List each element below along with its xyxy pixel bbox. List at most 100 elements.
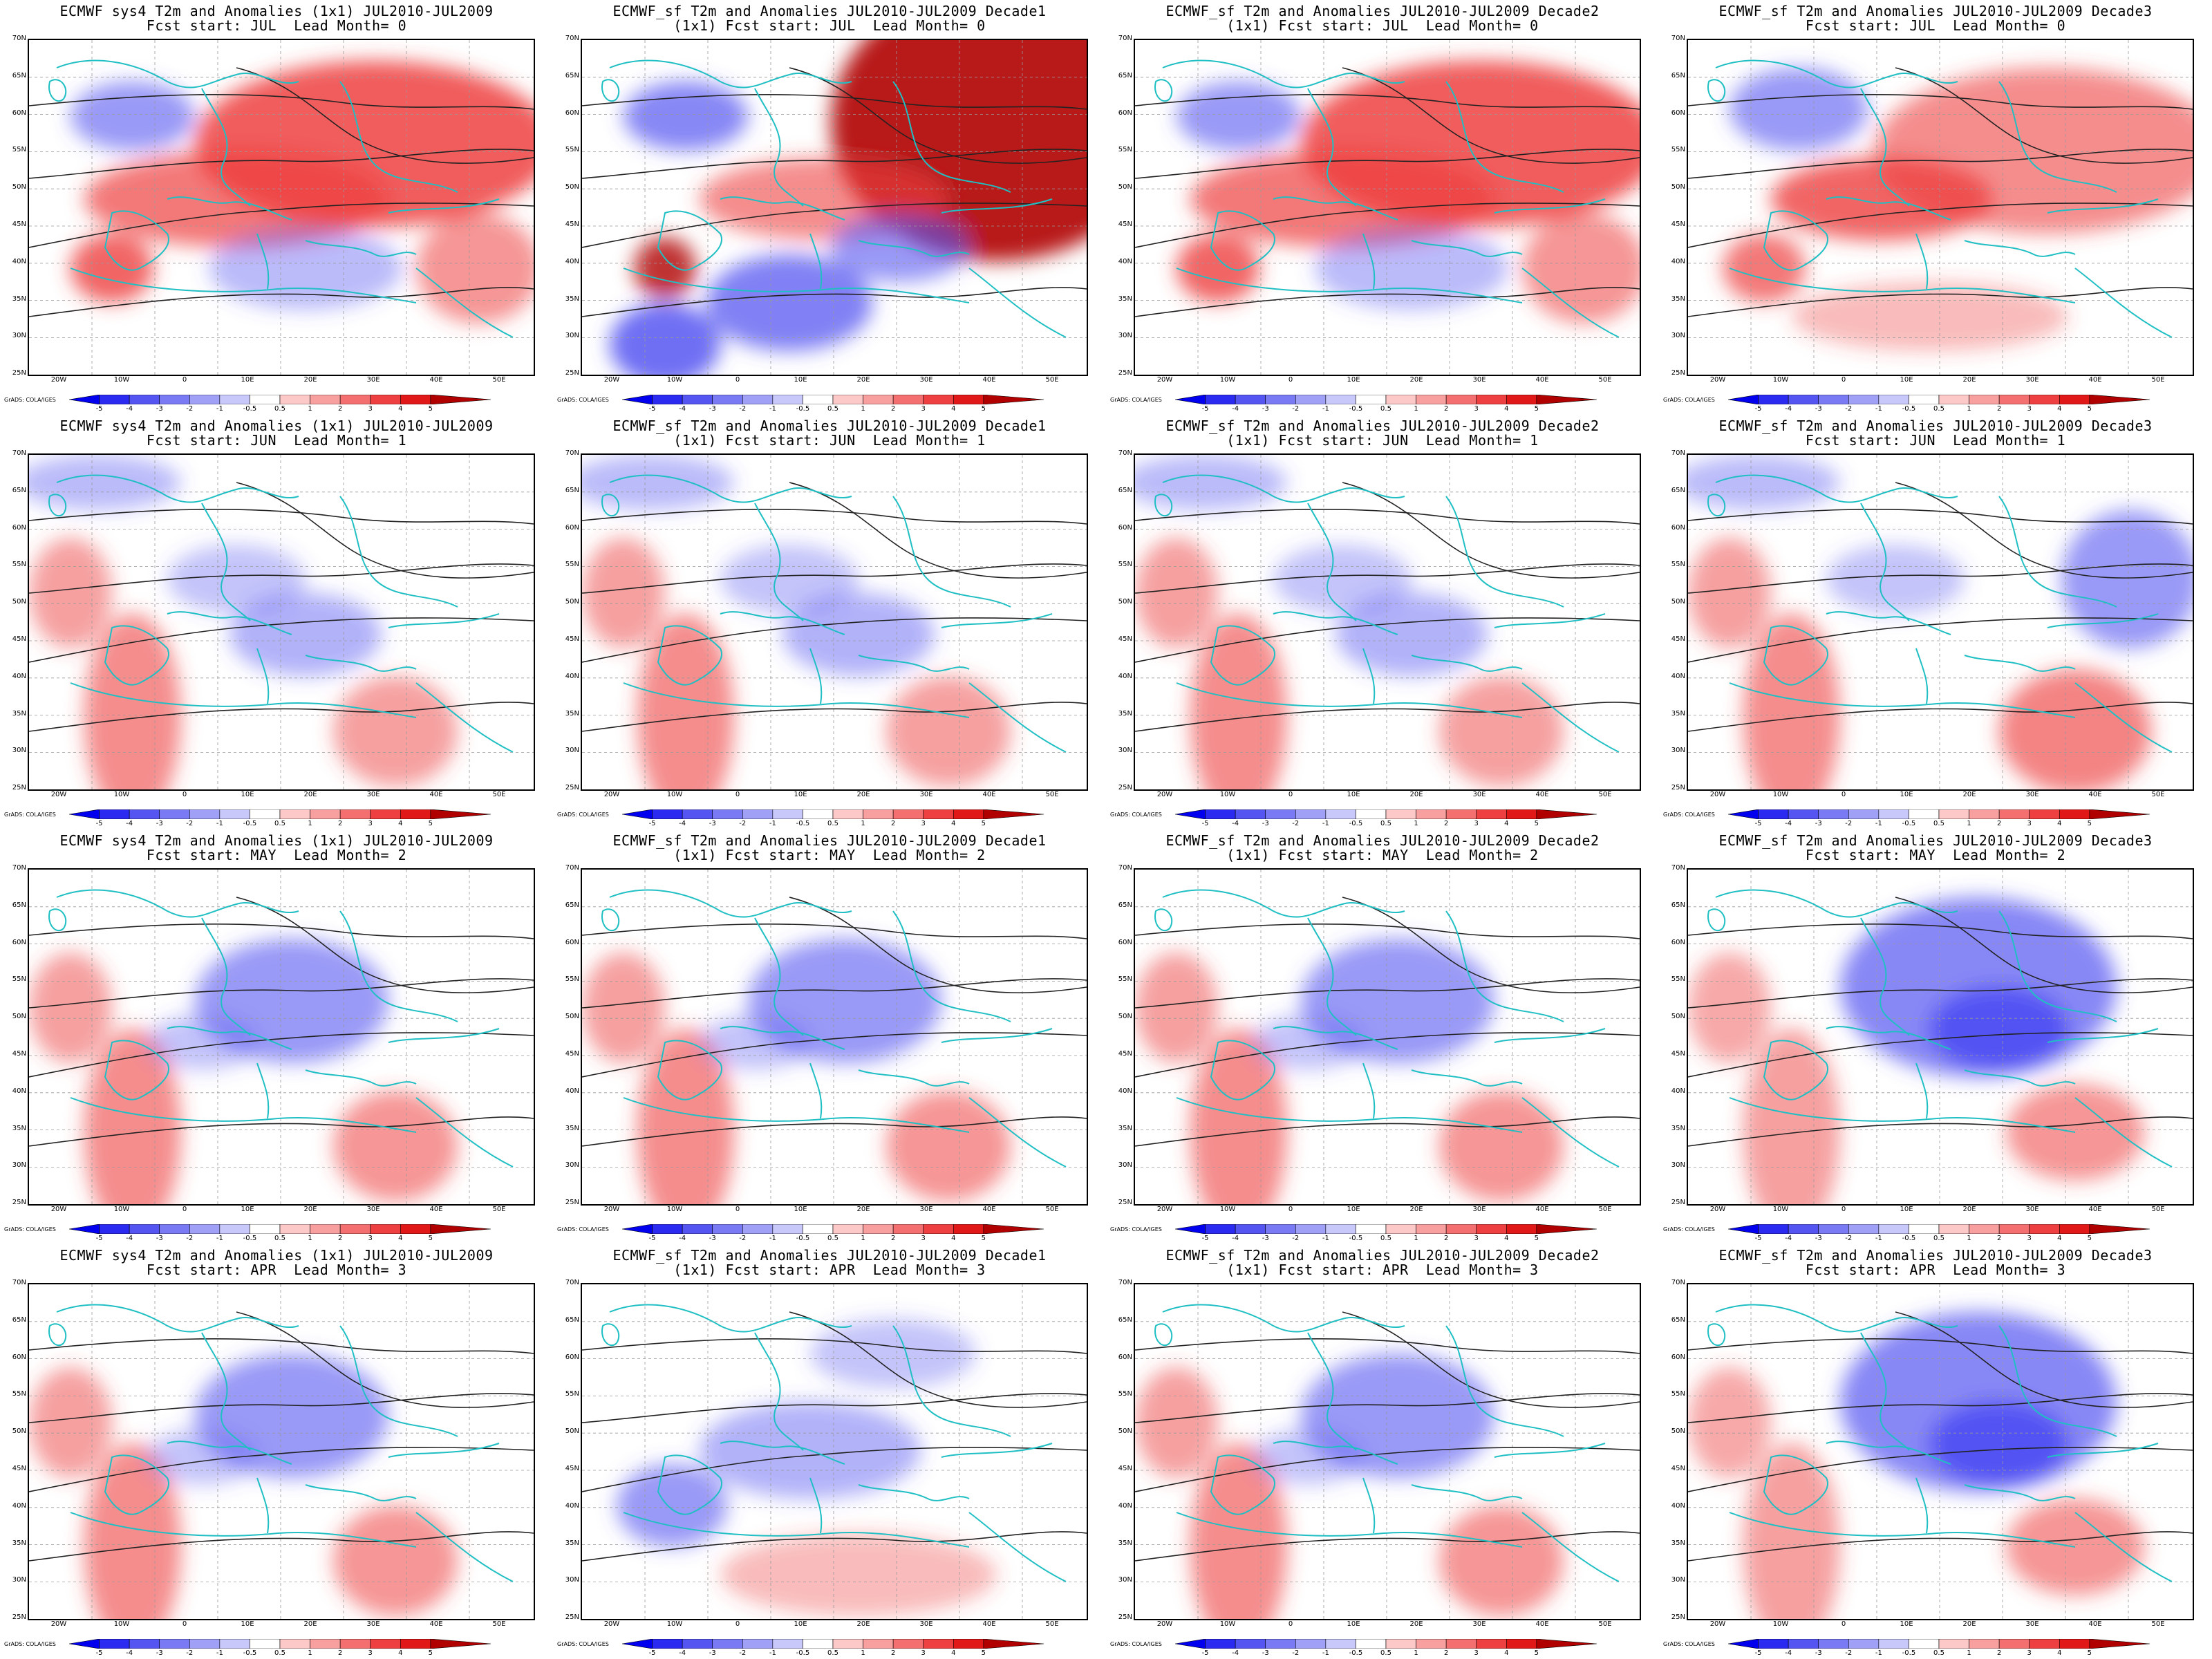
panel-subtitle: (1x1) Fcst start: JUL Lead Month= 0 bbox=[673, 17, 986, 34]
colorbar-tick-label: 5 bbox=[1534, 405, 1539, 413]
colorbar-tick-label: -5 bbox=[648, 405, 656, 413]
colorbar-tick-label: -2 bbox=[739, 1649, 747, 1657]
colorbar-tick-label: 5 bbox=[428, 405, 433, 413]
lon-tick-label: 20W bbox=[50, 376, 67, 384]
panel-subtitle: (1x1) Fcst start: JUN Lead Month= 1 bbox=[1226, 432, 1539, 449]
lat-tick-label: 40N bbox=[1671, 1087, 1685, 1095]
lat-tick-label: 30N bbox=[565, 1576, 579, 1584]
colorbar-tick-label: 3 bbox=[2027, 1649, 2032, 1657]
colorbar-tick-label: -2 bbox=[186, 405, 194, 413]
colorbar-tick-label: 2 bbox=[1996, 820, 2002, 827]
lat-tick-label: 45N bbox=[1118, 221, 1132, 228]
map-panel: ECMWF_sf T2m and Anomalies JUL2010-JUL20… bbox=[1106, 830, 1659, 1244]
grads-credit: GrADS: COLA/IGES bbox=[1110, 1641, 1162, 1647]
colorbar-tick-label: 2 bbox=[337, 405, 343, 413]
colorbar-tick-label: 5 bbox=[428, 820, 433, 827]
map-panel: ECMWF_sf T2m and Anomalies JUL2010-JUL20… bbox=[1106, 0, 1659, 415]
colorbar-tick-label: 1 bbox=[861, 820, 865, 827]
lat-tick-label: 30N bbox=[1118, 747, 1132, 755]
colorbar-tick-label: -4 bbox=[1232, 1235, 1239, 1242]
lat-tick-label: 60N bbox=[1118, 1353, 1132, 1361]
grads-credit: GrADS: COLA/IGES bbox=[1663, 812, 1715, 818]
colorbar-tick-label: 3 bbox=[368, 820, 373, 827]
lat-tick-label: 70N bbox=[12, 35, 26, 42]
lon-tick-label: 50E bbox=[1045, 791, 1059, 798]
colorbar-tick-label: 2 bbox=[890, 1235, 896, 1242]
colorbar-tick-label: -5 bbox=[95, 1649, 103, 1657]
lat-tick-label: 25N bbox=[565, 1199, 579, 1207]
lon-tick-label: 30E bbox=[366, 791, 380, 798]
lat-tick-label: 55N bbox=[1671, 561, 1685, 569]
lat-tick-label: 55N bbox=[12, 561, 26, 569]
lat-tick-label: 55N bbox=[1671, 975, 1685, 984]
lat-tick-label: 65N bbox=[12, 71, 26, 79]
lon-tick-label: 10W bbox=[113, 791, 130, 798]
lon-tick-label: 40E bbox=[429, 791, 443, 798]
lon-tick-label: 10E bbox=[1900, 1620, 1913, 1628]
lon-tick-label: 30E bbox=[1472, 1206, 1486, 1213]
lon-tick-label: 0 bbox=[1841, 1206, 1846, 1213]
lat-tick-label: 40N bbox=[12, 1501, 26, 1510]
lat-tick-label: 35N bbox=[12, 294, 26, 303]
colorbar-tick-label: -3 bbox=[1815, 1235, 1822, 1242]
lat-tick-label: 35N bbox=[1118, 1124, 1132, 1132]
lon-tick-label: 40E bbox=[982, 791, 996, 798]
lat-tick-label: 45N bbox=[1118, 1050, 1132, 1058]
colorbar-tick-label: -0.5 bbox=[1902, 1235, 1916, 1242]
lat-tick-label: 70N bbox=[1671, 864, 1685, 872]
colorbar-tick-label: -4 bbox=[126, 1649, 133, 1657]
lat-tick-label: 70N bbox=[565, 449, 579, 457]
colorbar-tick-label: -4 bbox=[1785, 820, 1792, 827]
lat-tick-label: 40N bbox=[12, 257, 26, 265]
panel-subtitle: Fcst start: JUL Lead Month= 0 bbox=[146, 17, 407, 34]
colorbar-tick-label: -0.5 bbox=[243, 820, 257, 827]
lon-tick-label: 40E bbox=[429, 1206, 443, 1213]
colorbar-tick-label: 0.5 bbox=[827, 405, 838, 413]
lat-tick-label: 65N bbox=[1671, 1315, 1685, 1324]
map-panel: ECMWF_sf T2m and Anomalies JUL2010-JUL20… bbox=[1659, 415, 2212, 830]
colorbar-tick-label: -0.5 bbox=[243, 1235, 257, 1242]
colorbar-tick-label: -0.5 bbox=[796, 1649, 810, 1657]
colorbar-tick-label: 0.5 bbox=[827, 1235, 838, 1242]
lon-tick-label: 0 bbox=[1288, 791, 1293, 798]
lat-tick-label: 70N bbox=[1671, 1279, 1685, 1286]
colorbar-tick-label: 0.5 bbox=[274, 1235, 285, 1242]
colorbar-tick-label: 5 bbox=[2087, 1235, 2092, 1242]
lat-tick-label: 60N bbox=[1118, 109, 1132, 117]
colorbar-tick-label: -1 bbox=[769, 820, 776, 827]
colorbar-tick-label: 0.5 bbox=[274, 820, 285, 827]
panel-title: ECMWF_sf T2m and Anomalies JUL2010-JUL20… bbox=[612, 418, 1047, 434]
colorbar-tick-label: 3 bbox=[2027, 405, 2032, 413]
colorbar-tick-label: -3 bbox=[1262, 820, 1269, 827]
lat-tick-label: 30N bbox=[1671, 1576, 1685, 1584]
colorbar-tick-label: -2 bbox=[1292, 1235, 1300, 1242]
colorbar-tick-label: 5 bbox=[981, 405, 986, 413]
colorbar-tick-label: -0.5 bbox=[243, 1649, 257, 1657]
panel-subtitle: Fcst start: MAY Lead Month= 2 bbox=[146, 847, 407, 863]
colorbar-tick-label: -2 bbox=[1292, 1649, 1300, 1657]
map-panel: ECMWF_sf T2m and Anomalies JUL2010-JUL20… bbox=[553, 0, 1106, 415]
panel-title: ECMWF_sf T2m and Anomalies JUL2010-JUL20… bbox=[1165, 418, 1600, 434]
lat-tick-label: 70N bbox=[1118, 35, 1132, 42]
colorbar-tick-label: -2 bbox=[1845, 1649, 1853, 1657]
colorbar-tick-label: -5 bbox=[648, 1649, 656, 1657]
colorbar-tick-label: -5 bbox=[95, 820, 103, 827]
panel-title: ECMWF_sf T2m and Anomalies JUL2010-JUL20… bbox=[612, 1247, 1047, 1264]
colorbar-tick-label: 2 bbox=[890, 405, 896, 413]
lon-tick-label: 10E bbox=[1347, 1206, 1360, 1213]
lon-tick-label: 20W bbox=[1156, 376, 1173, 384]
panel-title: ECMWF_sf T2m and Anomalies JUL2010-JUL20… bbox=[612, 832, 1047, 849]
lat-tick-label: 55N bbox=[1671, 1390, 1685, 1398]
anomaly-map bbox=[1134, 453, 1641, 791]
colorbar-tick-label: 1 bbox=[1967, 1235, 1971, 1242]
colorbar-tick-label: -5 bbox=[1754, 820, 1762, 827]
colorbar-tick-label: 2 bbox=[1996, 1235, 2002, 1242]
colorbar-tick-label: -1 bbox=[1322, 1649, 1329, 1657]
colorbar-tick-label: 0.5 bbox=[1380, 820, 1391, 827]
lat-tick-label: 35N bbox=[12, 1124, 26, 1132]
map-panel: ECMWF_sf T2m and Anomalies JUL2010-JUL20… bbox=[1106, 415, 1659, 830]
colorbar-tick-label: -2 bbox=[1292, 405, 1300, 413]
lon-tick-label: 20W bbox=[1709, 1620, 1726, 1628]
lat-tick-label: 70N bbox=[1118, 1279, 1132, 1286]
lat-tick-label: 55N bbox=[565, 975, 579, 984]
